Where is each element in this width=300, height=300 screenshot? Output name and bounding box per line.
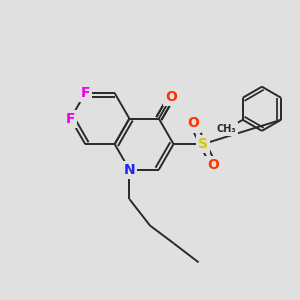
Text: CH₃: CH₃ [216, 124, 236, 134]
Text: F: F [66, 112, 75, 126]
Text: O: O [207, 158, 219, 172]
Text: S: S [198, 137, 208, 151]
Text: F: F [80, 86, 90, 100]
Text: O: O [165, 90, 177, 104]
Text: N: N [124, 163, 135, 177]
Text: O: O [187, 116, 199, 130]
